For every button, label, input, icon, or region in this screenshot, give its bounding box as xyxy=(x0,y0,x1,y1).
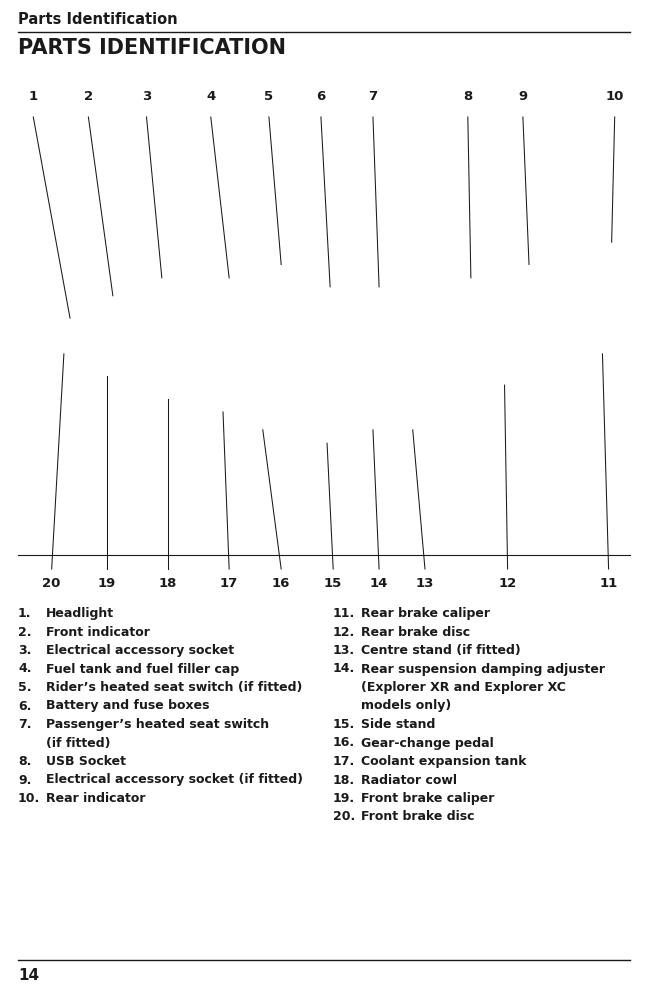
Text: 6.: 6. xyxy=(18,700,31,712)
Text: Coolant expansion tank: Coolant expansion tank xyxy=(361,755,527,768)
Text: Rear brake disc: Rear brake disc xyxy=(361,626,470,639)
Text: 19.: 19. xyxy=(333,792,355,805)
Text: USB Socket: USB Socket xyxy=(46,755,126,768)
Text: Electrical accessory socket: Electrical accessory socket xyxy=(46,644,234,657)
Text: 9.: 9. xyxy=(18,774,31,786)
Text: 16: 16 xyxy=(272,577,290,590)
Text: Front brake caliper: Front brake caliper xyxy=(361,792,494,805)
Text: Rear brake caliper: Rear brake caliper xyxy=(361,607,490,620)
Text: models only): models only) xyxy=(361,700,451,712)
Text: 14: 14 xyxy=(370,577,388,590)
Text: 5: 5 xyxy=(264,90,273,103)
Text: 11.: 11. xyxy=(333,607,355,620)
Text: 4: 4 xyxy=(206,90,215,103)
Text: 19: 19 xyxy=(98,577,116,590)
Text: 18: 18 xyxy=(159,577,177,590)
Text: Rider’s heated seat switch (if fitted): Rider’s heated seat switch (if fitted) xyxy=(46,681,302,694)
Text: Rear suspension damping adjuster: Rear suspension damping adjuster xyxy=(361,662,605,676)
Text: 6: 6 xyxy=(316,90,326,103)
Text: 14.: 14. xyxy=(333,662,355,676)
Text: 4.: 4. xyxy=(18,662,31,676)
Text: Battery and fuse boxes: Battery and fuse boxes xyxy=(46,700,210,712)
Text: Centre stand (if fitted): Centre stand (if fitted) xyxy=(361,644,521,657)
Text: 10.: 10. xyxy=(18,792,40,805)
Text: 17: 17 xyxy=(220,577,238,590)
Text: 12.: 12. xyxy=(333,626,355,639)
Text: 18.: 18. xyxy=(333,774,355,786)
Text: Radiator cowl: Radiator cowl xyxy=(361,774,457,786)
Text: 12: 12 xyxy=(499,577,517,590)
Bar xyxy=(18,108,630,555)
Text: 11: 11 xyxy=(600,577,618,590)
Text: 5.: 5. xyxy=(18,681,31,694)
Text: 3.: 3. xyxy=(18,644,31,657)
Text: 3: 3 xyxy=(142,90,151,103)
Text: 7.: 7. xyxy=(18,718,31,731)
Text: 8.: 8. xyxy=(18,755,31,768)
Text: 1.: 1. xyxy=(18,607,31,620)
Text: 13: 13 xyxy=(416,577,434,590)
Text: Rear indicator: Rear indicator xyxy=(46,792,146,805)
Text: 13.: 13. xyxy=(333,644,355,657)
Text: 17.: 17. xyxy=(333,755,355,768)
Text: 15: 15 xyxy=(324,577,342,590)
Text: 9: 9 xyxy=(518,90,527,103)
Text: Passenger’s heated seat switch: Passenger’s heated seat switch xyxy=(46,718,269,731)
Text: 16.: 16. xyxy=(333,736,355,750)
Text: Fuel tank and fuel filler cap: Fuel tank and fuel filler cap xyxy=(46,662,240,676)
Text: 15.: 15. xyxy=(333,718,355,731)
Text: 20: 20 xyxy=(42,577,61,590)
Text: 10: 10 xyxy=(605,90,624,103)
Text: 2: 2 xyxy=(84,90,93,103)
Text: 1: 1 xyxy=(29,90,38,103)
Text: 14: 14 xyxy=(18,968,39,983)
Text: Front brake disc: Front brake disc xyxy=(361,810,475,824)
Text: Front indicator: Front indicator xyxy=(46,626,150,639)
Text: (if fitted): (if fitted) xyxy=(46,736,111,750)
Text: 2.: 2. xyxy=(18,626,31,639)
Text: 7: 7 xyxy=(368,90,378,103)
Text: PARTS IDENTIFICATION: PARTS IDENTIFICATION xyxy=(18,38,286,58)
Text: Side stand: Side stand xyxy=(361,718,436,731)
Text: 20.: 20. xyxy=(333,810,355,824)
Text: (Explorer XR and Explorer XC: (Explorer XR and Explorer XC xyxy=(361,681,566,694)
Text: Electrical accessory socket (if fitted): Electrical accessory socket (if fitted) xyxy=(46,774,303,786)
Text: Gear-change pedal: Gear-change pedal xyxy=(361,736,493,750)
Text: 8: 8 xyxy=(464,90,473,103)
Text: Parts Identification: Parts Identification xyxy=(18,12,178,27)
Text: Headlight: Headlight xyxy=(46,607,114,620)
